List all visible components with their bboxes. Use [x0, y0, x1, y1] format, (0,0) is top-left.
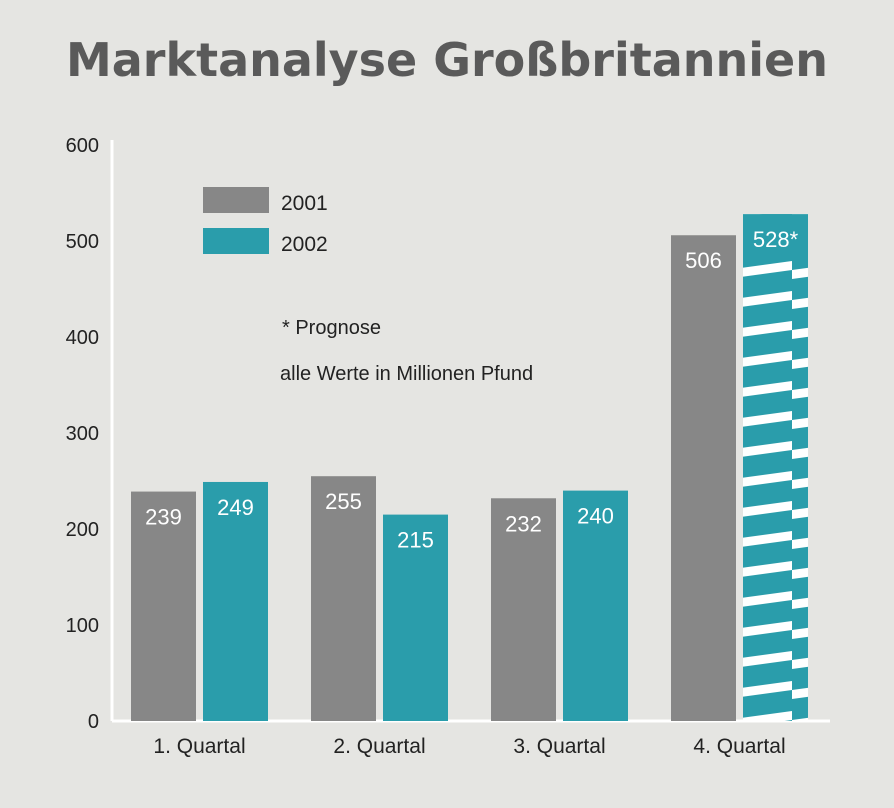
bars-group: 239 249 255 215 232 240 506 528*: [131, 214, 808, 722]
chart-title: Marktanalyse Großbritannien: [66, 33, 828, 87]
bar-2001-q2: [311, 476, 376, 721]
value-label-2002-q2: 215: [397, 528, 434, 553]
value-label-2002-q1: 249: [217, 495, 254, 520]
legend-label-2001: 2001: [281, 192, 328, 215]
y-tick-label-4: 400: [66, 327, 99, 349]
value-label-2001-q4: 506: [685, 248, 722, 273]
y-tick-label-6: 600: [66, 135, 99, 157]
value-label-2001-q2: 255: [325, 489, 362, 514]
bar-2001-q3: [491, 498, 556, 721]
y-tick-label-3: 300: [66, 423, 99, 445]
bar-2002-q1: [203, 481, 268, 721]
legend-swatch-2001: [203, 187, 269, 213]
category-label-q1: 1. Quartal: [153, 735, 245, 758]
value-label-2002-q3: 240: [577, 504, 614, 529]
category-label-q2: 2. Quartal: [333, 735, 425, 758]
category-label-q4: 4. Quartal: [693, 735, 785, 758]
y-tick-label-1: 100: [66, 615, 99, 637]
category-label-q3: 3. Quartal: [513, 735, 605, 758]
note-units: alle Werte in Millionen Pfund: [280, 363, 533, 385]
value-label-2001-q1: 239: [145, 505, 182, 530]
bar-2001-q1: [131, 491, 196, 721]
legend-swatch-2002: [203, 228, 269, 254]
category-labels: 1. Quartal 2. Quartal 3. Quartal 4. Quartal: [153, 735, 785, 758]
bar-2002-q2: [383, 514, 448, 721]
y-tick-label-2: 200: [66, 519, 99, 541]
note-prognose: * Prognose: [282, 317, 381, 339]
bar-2001-q4: [671, 235, 736, 722]
value-label-2001-q3: 232: [505, 511, 542, 536]
bar-2002-q4: [743, 214, 808, 721]
legend-label-2002: 2002: [281, 233, 328, 256]
value-label-2002-q4: 528*: [753, 227, 799, 252]
bar-2002-q3: [563, 490, 628, 721]
y-axis-ticks: 0 100 200 300 400 500 600: [66, 135, 99, 733]
y-tick-label-0: 0: [88, 711, 99, 733]
y-tick-label-5: 500: [66, 231, 99, 253]
bar-cap-2002-q4: [743, 214, 808, 255]
legend: 2001 2002: [203, 187, 328, 256]
